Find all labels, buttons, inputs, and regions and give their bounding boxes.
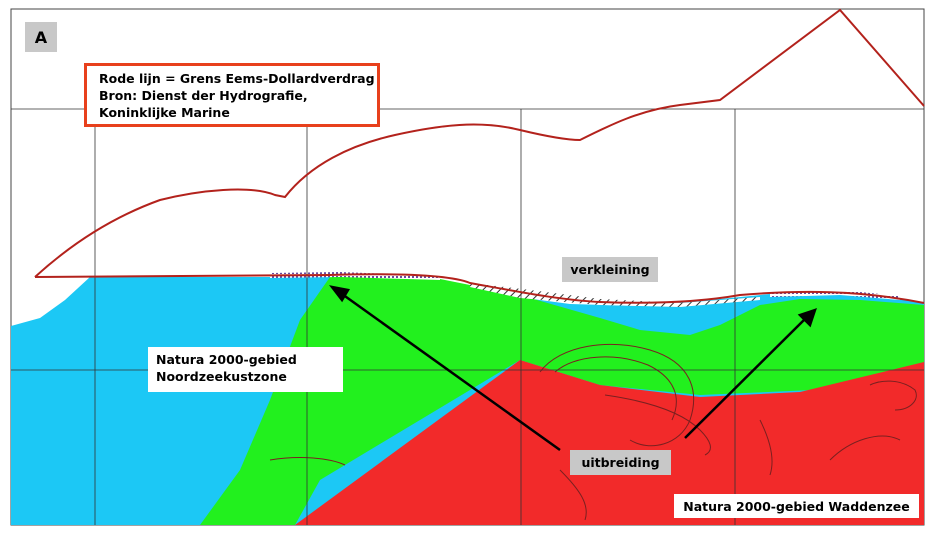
- legend-line-3: Koninklijke Marine: [99, 105, 230, 120]
- uitbreiding-label: uitbreiding: [570, 450, 671, 475]
- arrows: [329, 285, 817, 452]
- eems-dollard-boundary-line: [34, 8, 925, 304]
- expansion-area-green: [200, 275, 924, 525]
- waddenzee-label: Natura 2000-gebied Waddenzee: [674, 494, 919, 518]
- noordzee-label-line-1: Natura 2000-gebied: [156, 352, 297, 367]
- boundary-dotted-strip-west: [270, 272, 440, 280]
- arrow-to-northeast: [684, 317, 807, 439]
- arrowhead-northwest: [329, 285, 350, 303]
- legend-line-2: Bron: Dienst der Hydrografie,: [99, 88, 308, 103]
- legend-line-1: Rode lijn = Grens Eems-Dollardverdrag: [99, 71, 375, 86]
- noordzeekustzone-label: Natura 2000-gebied Noordzeekustzone: [148, 347, 343, 392]
- panel-label: A: [25, 22, 57, 52]
- waddenzee-area: [295, 360, 924, 525]
- arrow-to-northwest: [341, 292, 561, 452]
- noordzee-label-line-2: Noordzeekustzone: [156, 369, 287, 384]
- legend-box: Rode lijn = Grens Eems-Dollardverdrag Br…: [84, 63, 380, 127]
- arrowhead-northeast: [797, 308, 817, 328]
- verkleining-label: verkleining: [562, 257, 658, 282]
